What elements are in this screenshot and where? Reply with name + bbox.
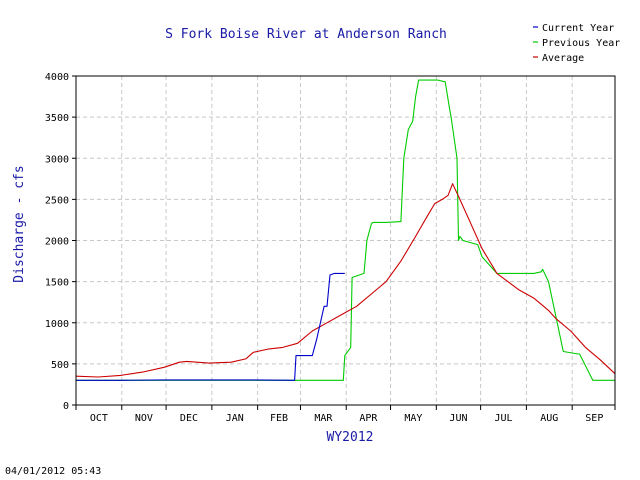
x-tick-label: JUN bbox=[449, 413, 467, 424]
x-tick-label: MAY bbox=[404, 413, 422, 424]
y-axis-label: Discharge - cfs bbox=[12, 165, 27, 282]
x-tick-label: SEP bbox=[585, 413, 603, 424]
legend-label: Average bbox=[542, 53, 584, 64]
timestamp: 04/01/2012 05:43 bbox=[5, 466, 101, 477]
legend: Current Year Previous Year Average bbox=[533, 23, 620, 64]
chart-title: S Fork Boise River at Anderson Ranch bbox=[165, 27, 447, 42]
x-tick-label: AUG bbox=[540, 413, 558, 424]
y-tick-label: 4000 bbox=[45, 72, 69, 83]
y-tick-label: 500 bbox=[51, 360, 69, 371]
y-tick-label: 2000 bbox=[45, 237, 69, 248]
legend-label: Previous Year bbox=[542, 38, 620, 49]
x-tick-label: APR bbox=[359, 413, 378, 424]
x-tick-label: FEB bbox=[270, 413, 288, 424]
series-line-previous-year bbox=[76, 79, 615, 381]
y-tick-label: 3500 bbox=[45, 113, 69, 124]
gridlines bbox=[76, 76, 615, 405]
axes: 0 500 1000 1500 2000 2500 3000 3500 4000 OCT NOV DE… bbox=[45, 72, 616, 424]
x-tick-label: MAR bbox=[314, 413, 333, 424]
x-tick-label: DEC bbox=[180, 413, 198, 424]
y-tick-label: 3000 bbox=[45, 154, 69, 165]
series-line-current-year bbox=[76, 272, 345, 381]
y-tick-label: 2500 bbox=[45, 195, 69, 206]
x-tick-label: JUL bbox=[494, 413, 512, 424]
x-tick-label: JAN bbox=[226, 413, 244, 424]
x-axis-label: WY2012 bbox=[327, 430, 374, 445]
x-tick-label: OCT bbox=[90, 413, 108, 424]
y-tick-label: 1500 bbox=[45, 278, 69, 289]
series-layer bbox=[75, 79, 616, 381]
y-tick-label: 1000 bbox=[45, 319, 69, 330]
x-tick-label: NOV bbox=[135, 413, 153, 424]
y-tick-label: 0 bbox=[63, 401, 69, 412]
legend-label: Current Year bbox=[542, 23, 614, 34]
series-line-average bbox=[75, 183, 616, 378]
